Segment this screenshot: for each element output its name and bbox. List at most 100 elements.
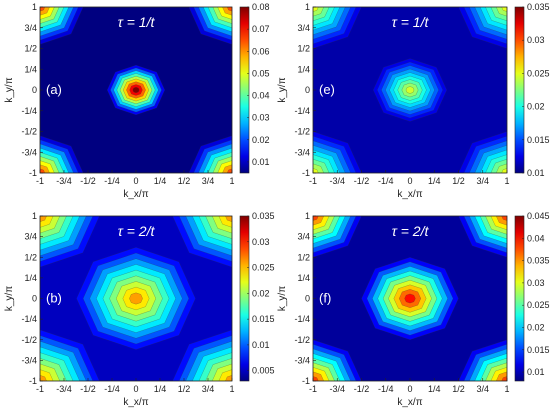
- y-tick-label: 1: [305, 2, 310, 12]
- x-tick-label: 1/4: [154, 176, 167, 186]
- colorbar: [240, 216, 249, 381]
- y-tick-label: 3/4: [297, 23, 310, 33]
- x-tick-label: -1: [36, 176, 44, 186]
- contour-level-peak0-8: [406, 87, 414, 94]
- y-tick-label: -3/4: [294, 355, 310, 365]
- y-tick-label: 1/4: [297, 64, 310, 74]
- x-axis-label: k_x/π: [397, 397, 422, 408]
- y-tick-label: -1: [302, 168, 310, 178]
- x-tick-label: -3/4: [56, 384, 72, 394]
- x-tick-label: 1/2: [178, 176, 191, 186]
- x-tick-label: -1/2: [354, 176, 370, 186]
- colorbar-tick-label: 0.03: [527, 278, 545, 288]
- y-axis-label: k_y/π: [277, 286, 288, 311]
- y-tick-label: 1/4: [297, 273, 310, 283]
- x-tick-label: 0: [407, 176, 412, 186]
- y-tick-label: -1: [302, 376, 310, 386]
- y-axis-label: k_y/π: [4, 286, 15, 311]
- x-tick-label: 1: [229, 384, 234, 394]
- x-tick-label: 1: [504, 384, 509, 394]
- x-tick-label: 1/2: [452, 384, 465, 394]
- x-tick-label: -3/4: [329, 176, 345, 186]
- x-tick-label: -1/2: [80, 384, 96, 394]
- x-tick-label: -1/4: [378, 384, 394, 394]
- x-tick-label: 1/4: [154, 384, 167, 394]
- y-tick-label: -1/2: [21, 127, 37, 137]
- x-axis-label: k_x/π: [397, 189, 422, 200]
- x-tick-label: -1/2: [354, 384, 370, 394]
- x-tick-label: 0: [133, 176, 138, 186]
- y-tick-label: 0: [32, 294, 37, 304]
- y-tick-label: 0: [305, 294, 310, 304]
- colorbar-tick-label: 0.025: [527, 300, 550, 310]
- x-tick-label: -1: [309, 384, 317, 394]
- y-tick-label: -1: [29, 168, 37, 178]
- panel-label: (a): [46, 82, 62, 97]
- x-tick-label: -3/4: [329, 384, 345, 394]
- colorbar-tick-label: 0.025: [252, 263, 275, 273]
- heatmap-panel-2: -1 -3/4 -1/2 -1/4 0 1/4 1/2 3/4 1 -1 -3/4 -1/2 -1/4 0…: [0, 165, 292, 412]
- chart-title: τ = 2/t: [392, 223, 430, 239]
- x-tick-label: 3/4: [202, 176, 215, 186]
- colorbar: [240, 7, 249, 173]
- panel-label: (f): [319, 291, 331, 306]
- colorbar-tick-label: 0.02: [252, 135, 270, 145]
- y-tick-label: 1: [305, 211, 310, 221]
- panel-label: (e): [319, 82, 335, 97]
- x-tick-label: -1/4: [104, 384, 120, 394]
- x-tick-label: -1/4: [378, 176, 394, 186]
- contour-level-peak0-8: [129, 293, 142, 304]
- y-tick-label: -1: [29, 376, 37, 386]
- contour-level-peak0-8: [405, 294, 416, 303]
- x-tick-label: -1: [309, 176, 317, 186]
- x-tick-label: 1/4: [428, 176, 441, 186]
- colorbar-tick-label: 0.02: [527, 102, 545, 112]
- y-tick-label: 0: [305, 85, 310, 95]
- y-tick-label: -1/4: [294, 314, 310, 324]
- x-tick-label: -1: [36, 384, 44, 394]
- chart-title: τ = 1/t: [118, 14, 156, 30]
- x-tick-label: 3/4: [202, 384, 215, 394]
- x-tick-label: 1: [504, 176, 509, 186]
- y-tick-label: -1/4: [21, 314, 37, 324]
- colorbar-tick-label: 0.035: [527, 256, 550, 266]
- colorbar-tick-label: 0.06: [252, 46, 270, 56]
- y-tick-label: -3/4: [21, 147, 37, 157]
- x-tick-label: 1/2: [178, 384, 191, 394]
- x-tick-label: -1/2: [80, 176, 96, 186]
- x-tick-label: 0: [407, 384, 412, 394]
- y-tick-label: 3/4: [24, 232, 37, 242]
- colorbar-tick-label: 0.05: [252, 68, 270, 78]
- y-tick-label: -3/4: [294, 147, 310, 157]
- colorbar-tick-label: 0.01: [527, 168, 545, 178]
- colorbar-tick-label: 0.035: [252, 211, 275, 221]
- x-tick-label: 3/4: [476, 176, 489, 186]
- x-axis-label: k_x/π: [123, 397, 148, 408]
- colorbar-tick-label: 0.02: [252, 288, 270, 298]
- colorbar-tick-label: 0.04: [252, 91, 270, 101]
- y-axis-label: k_y/π: [277, 77, 288, 102]
- y-tick-label: 3/4: [24, 23, 37, 33]
- x-tick-label: 1: [229, 176, 234, 186]
- colorbar-tick-label: 0.01: [252, 340, 270, 350]
- x-tick-label: 1/2: [452, 176, 465, 186]
- chart-title: τ = 2/t: [118, 223, 156, 239]
- x-tick-label: 3/4: [476, 384, 489, 394]
- colorbar-tick-label: 0.045: [527, 211, 550, 221]
- colorbar-tick-label: 0.015: [252, 314, 275, 324]
- y-tick-label: 1/4: [24, 273, 37, 283]
- y-tick-label: 1/2: [297, 44, 310, 54]
- colorbar-tick-label: 0.035: [527, 2, 550, 12]
- colorbar-tick-label: 0.03: [527, 35, 545, 45]
- colorbar-tick-label: 0.015: [527, 135, 550, 145]
- y-tick-label: 1: [32, 2, 37, 12]
- y-tick-label: 1/2: [24, 44, 37, 54]
- y-tick-label: -1/4: [294, 106, 310, 116]
- y-tick-label: 1/4: [24, 64, 37, 74]
- y-tick-label: 0: [32, 85, 37, 95]
- y-tick-label: -1/2: [294, 127, 310, 137]
- colorbar-tick-label: 0.03: [252, 237, 270, 247]
- x-tick-label: -3/4: [56, 176, 72, 186]
